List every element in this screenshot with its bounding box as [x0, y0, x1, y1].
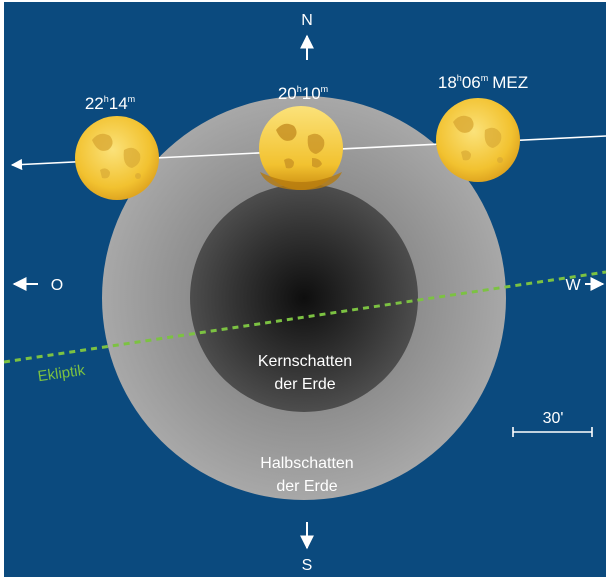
- south-label: S: [302, 557, 313, 574]
- umbra-disk: [190, 184, 418, 412]
- ecliptic-label: Ekliptik: [37, 362, 87, 386]
- umbra-label-line2: der Erde: [274, 376, 335, 393]
- west-label: W: [565, 277, 581, 294]
- time-label-2214: 22h14m: [85, 94, 135, 113]
- umbra-label-line1: Kernschatten: [258, 353, 352, 370]
- moon-2214: [75, 116, 159, 200]
- scale-bar: [512, 427, 593, 437]
- moon-1806: [436, 98, 520, 182]
- penumbra-label-line2: der Erde: [276, 478, 337, 495]
- north-label: N: [301, 12, 313, 29]
- time-label-2010: 20h10m: [278, 84, 328, 103]
- east-label: O: [51, 277, 63, 294]
- time-label-1806: 18h06m MEZ: [438, 73, 528, 92]
- moon-2010: [259, 106, 343, 190]
- scale-label: 30': [543, 410, 564, 427]
- ecliptic-line: [3, 270, 607, 364]
- penumbra-label-line1: Halbschatten: [260, 455, 353, 472]
